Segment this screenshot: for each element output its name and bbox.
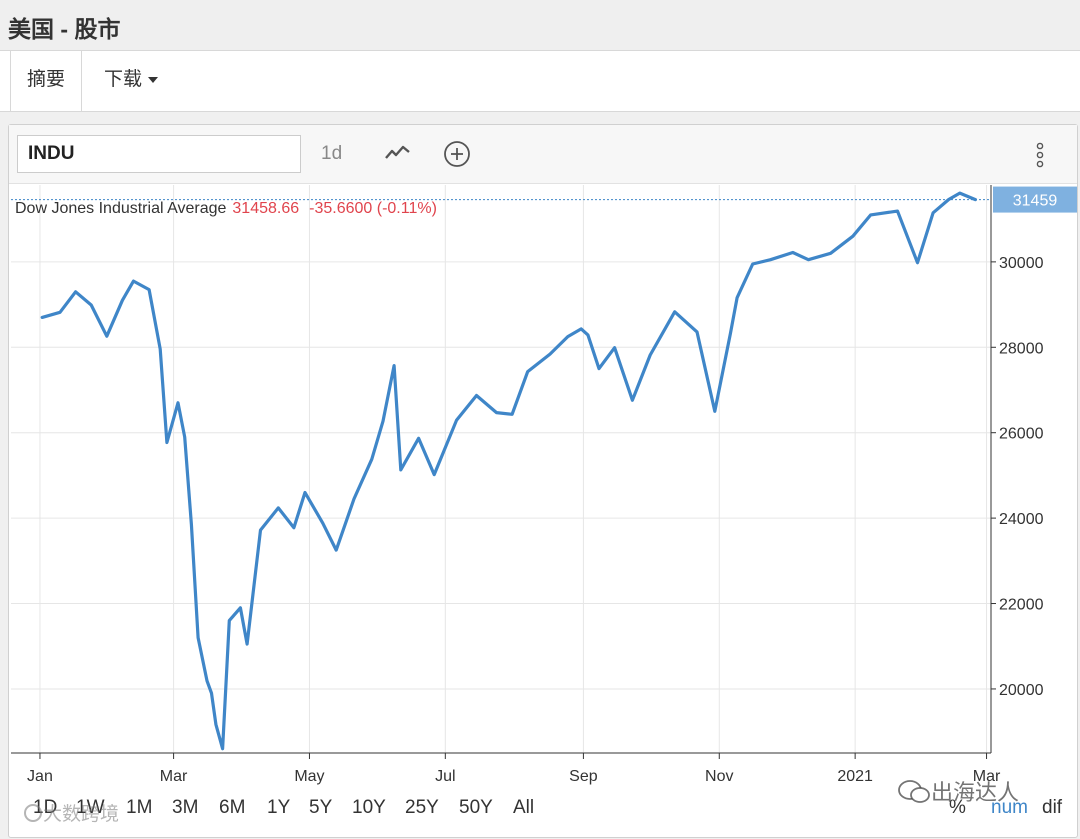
chart-toolbar: 1d [9,125,1077,184]
range-1y-button[interactable]: 1Y [267,797,291,818]
range-3m-button[interactable]: 3M [172,797,199,818]
add-circle-icon[interactable] [443,140,471,168]
tab-download-label: 下载 [104,69,143,90]
range-10y-button[interactable]: 10Y [352,797,386,818]
range-1d-button[interactable]: 1D [33,797,58,818]
symbol-input[interactable] [17,135,301,173]
watermark-right-text: 出海达人 [931,780,1020,805]
range-all-button[interactable]: All [513,797,535,818]
x-tick-label: Nov [705,768,733,785]
range-1m-button[interactable]: 1M [126,797,153,818]
more-vertical-icon[interactable] [1033,141,1047,169]
title-bar: 美国 - 股市 [0,0,1080,51]
y-tick-label: 20000 [999,682,1044,699]
tab-download[interactable]: 下载 [104,51,184,111]
last-price-tag-label: 31459 [1013,193,1058,210]
y-tick-label: 30000 [999,255,1044,272]
wechat-icon [898,780,930,803]
chart-legend: Dow Jones Industrial Average 31458.66 -35.… [15,200,437,218]
x-tick-label: May [294,768,324,785]
line-chart-icon[interactable] [384,142,412,164]
watermark-logo-icon [24,804,42,822]
y-tick-label: 24000 [999,511,1044,528]
series-name: Dow Jones Industrial Average [15,200,227,217]
chart-widget: 1d 20000 22000 24000 26000 28000 30000 Jan Mar M… [8,124,1078,838]
interval-selector[interactable]: 1d [321,143,343,164]
format-dif-button[interactable]: dif [1042,797,1063,818]
tab-summary[interactable]: 摘要 [10,51,82,111]
x-tick-label: Sep [569,768,598,785]
range-6m-button[interactable]: 6M [219,797,246,818]
series-line [40,191,978,751]
range-1w-button[interactable]: 1W [76,797,105,818]
x-tick-label: Mar [973,768,1001,785]
caret-down-icon [148,76,159,83]
price-chart[interactable]: 20000 22000 24000 26000 28000 30000 Jan Mar May J… [9,125,1079,839]
watermark-right: 出海达人 [897,775,1019,807]
range-5y-button[interactable]: 5Y [309,797,333,818]
range-50y-button[interactable]: 50Y [459,797,493,818]
x-tick-label: 2021 [837,768,873,785]
watermark-left-text: 大数跨境 [43,804,120,825]
last-price: 31458.66 [232,200,300,217]
format-num-button[interactable]: num [991,797,1028,818]
y-tick-label: 28000 [999,340,1044,357]
y-tick-label: 26000 [999,426,1044,443]
watermark-left: 大数跨境 [23,799,119,826]
tab-bar: 摘要 下载 [0,51,1080,112]
price-change: -35.6600 (-0.11%) [309,200,437,217]
x-tick-label: Jul [435,768,455,785]
format-percent-button[interactable]: % [949,797,966,818]
x-tick-label: Jan [27,768,53,785]
page-title: 美国 - 股市 [8,16,121,42]
last-price-tag [993,186,1077,213]
x-tick-label: Mar [160,768,188,785]
range-25y-button[interactable]: 25Y [405,797,439,818]
tab-summary-label: 摘要 [26,69,65,90]
y-tick-label: 22000 [999,597,1044,614]
